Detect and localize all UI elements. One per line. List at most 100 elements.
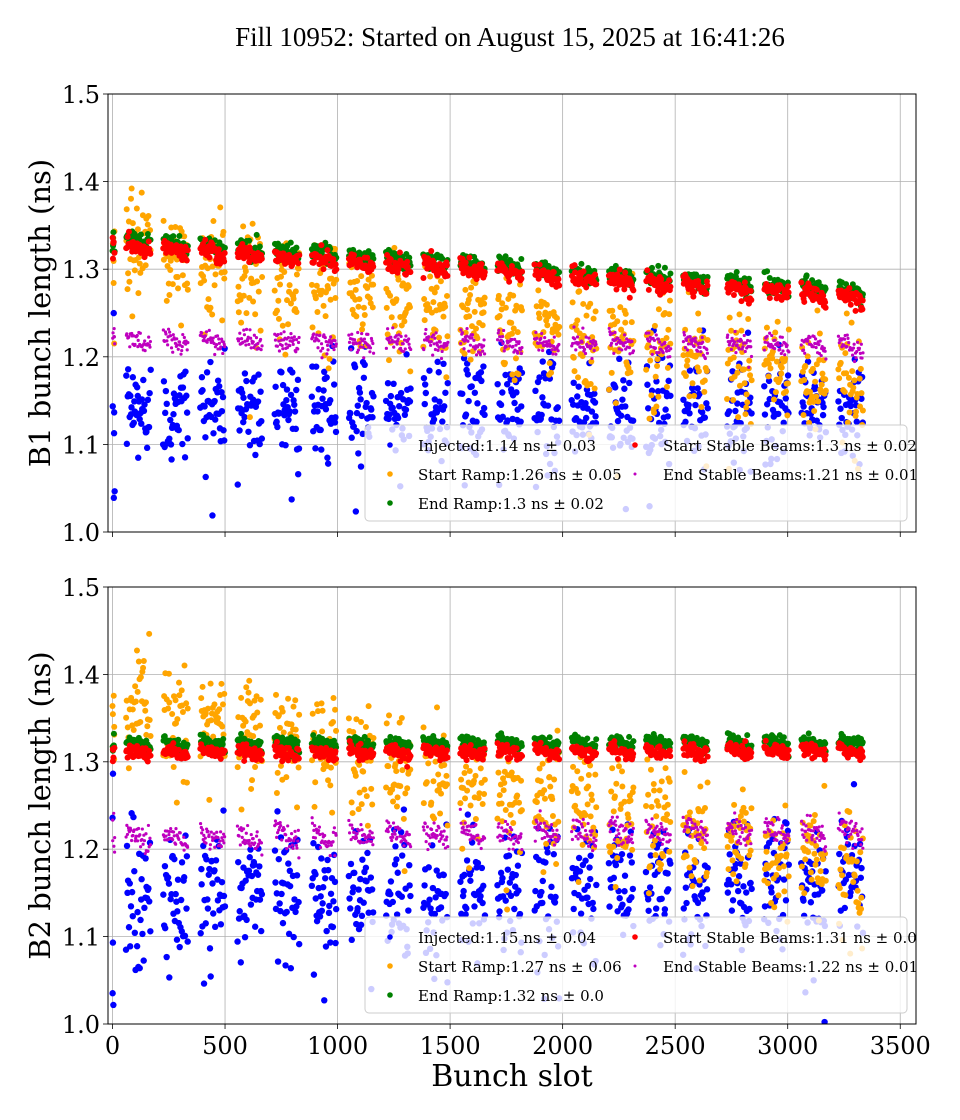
data-point [546, 360, 553, 367]
data-point [351, 363, 359, 371]
data-point [384, 331, 391, 338]
data-point [329, 809, 336, 816]
data-point [504, 345, 508, 349]
data-point [690, 340, 694, 344]
data-point [221, 258, 228, 265]
data-point [704, 405, 711, 412]
data-point [465, 397, 472, 405]
data-point [396, 249, 403, 256]
data-point [644, 896, 652, 903]
data-point [536, 314, 543, 321]
data-point [785, 326, 792, 333]
data-point [467, 292, 474, 299]
data-point [198, 881, 205, 888]
data-point [801, 298, 808, 305]
data-point [841, 904, 848, 912]
panel-1: 1.01.11.21.31.41.5B1 bunch length (ns) In… [23, 81, 918, 547]
data-point [735, 363, 742, 370]
data-point [165, 670, 172, 677]
data-point [555, 331, 562, 338]
data-point [458, 341, 463, 346]
data-point [508, 330, 515, 337]
data-point [179, 709, 186, 716]
data-point [327, 890, 335, 897]
data-point [474, 335, 481, 342]
data-point [293, 244, 300, 251]
data-point [131, 929, 139, 937]
data-point [496, 331, 500, 335]
data-point [732, 340, 737, 344]
data-point [663, 383, 670, 390]
data-point [552, 344, 556, 349]
data-point [480, 309, 487, 316]
data-point [125, 228, 132, 235]
legend-label: Start Ramp:1.26 ns ± 0.05 [418, 466, 622, 484]
data-point [370, 263, 377, 270]
data-point [327, 764, 334, 771]
legend-marker [632, 442, 638, 448]
data-point [237, 337, 241, 341]
data-point [466, 339, 470, 343]
data-point [684, 338, 689, 342]
data-point [386, 357, 393, 364]
data-point [466, 768, 473, 775]
data-point [854, 356, 858, 360]
data-point [732, 273, 739, 280]
data-point [425, 864, 432, 871]
data-point [859, 306, 866, 313]
data-point [761, 383, 768, 390]
data-point [439, 418, 446, 425]
data-point [348, 434, 355, 441]
data-point [440, 313, 447, 320]
data-points [109, 185, 866, 519]
data-point [430, 416, 438, 423]
data-point [124, 366, 132, 373]
data-point [665, 326, 672, 333]
data-point [477, 892, 484, 900]
data-point [278, 273, 285, 280]
data-point [394, 334, 398, 338]
data-point [463, 905, 470, 912]
data-point [741, 345, 745, 349]
data-point [435, 771, 442, 778]
data-point [172, 890, 179, 898]
data-point [442, 389, 449, 396]
data-point [733, 329, 737, 334]
data-point [242, 268, 249, 275]
data-point [775, 410, 782, 418]
y-tick-label: 1.1 [62, 924, 100, 952]
data-point [205, 871, 212, 878]
data-point [744, 329, 752, 336]
data-point [347, 905, 354, 912]
data-point [398, 893, 406, 900]
data-point [508, 263, 515, 270]
data-point [136, 345, 140, 349]
data-point [283, 908, 290, 916]
data-point [655, 262, 662, 269]
data-point [207, 680, 214, 687]
data-point [682, 884, 690, 891]
data-point [177, 896, 185, 904]
data-point [696, 390, 703, 398]
data-point [184, 247, 191, 254]
data-point [804, 353, 811, 360]
data-point [160, 378, 168, 385]
data-point [322, 313, 329, 320]
data-point [308, 882, 316, 890]
data-point [436, 398, 443, 405]
data-point [347, 860, 355, 868]
data-point [174, 908, 181, 915]
data-point [813, 337, 818, 341]
data-point [743, 404, 750, 411]
data-point [572, 269, 579, 276]
data-point [847, 341, 851, 345]
data-point [444, 781, 451, 788]
data-point [440, 349, 444, 354]
data-point [747, 287, 754, 294]
data-point [648, 392, 655, 399]
data-point [703, 290, 710, 297]
data-point [587, 380, 594, 387]
data-point [279, 381, 287, 389]
data-point [463, 360, 471, 367]
data-point [234, 764, 241, 771]
